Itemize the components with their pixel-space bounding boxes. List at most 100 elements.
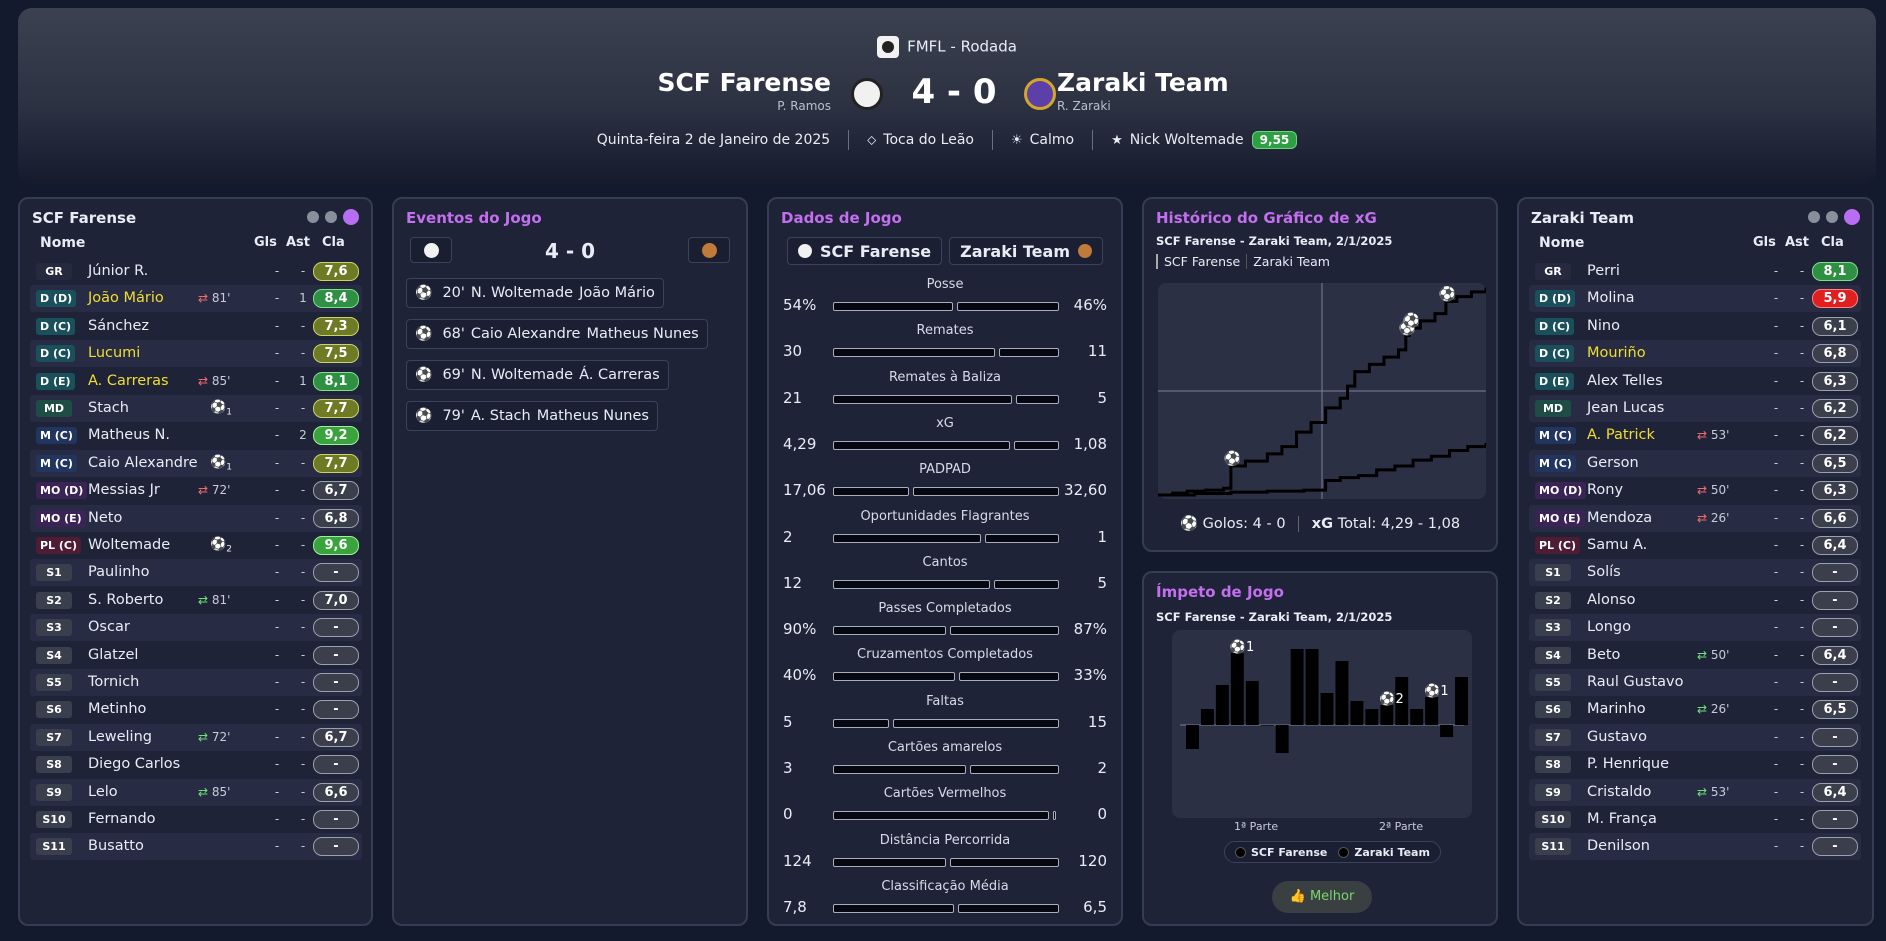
event-assist[interactable]: Á. Carreras <box>579 367 660 383</box>
player-row[interactable]: S10 M. França - - - <box>1529 806 1861 833</box>
view-toggle[interactable] <box>1808 209 1860 225</box>
view-dot-2[interactable] <box>1826 211 1838 223</box>
player-name[interactable]: Neto <box>88 509 123 526</box>
player-row[interactable]: S8 Diego Carlos - - - <box>30 751 362 778</box>
player-row[interactable]: M (C) Caio Alexandre ⚽1- -7,7 <box>30 449 362 477</box>
player-name[interactable]: Fernando <box>88 811 156 827</box>
player-row[interactable]: D (E) A. Carreras ⇄ 85' - 1 8,1 <box>30 368 362 395</box>
player-row[interactable]: D (D) Molina - -5,9 <box>1529 285 1861 313</box>
player-name[interactable]: Tornich <box>88 674 140 690</box>
player-row[interactable]: MD Stach ⚽1- -7,7 <box>30 395 362 422</box>
player-row[interactable]: D (C) Lucumi - -7,5 <box>30 340 362 368</box>
away-team-block[interactable]: Zaraki Team R. Zaraki <box>1057 68 1229 113</box>
player-row[interactable]: D (D) João Mário ⇄ 81' - 1 8,4 <box>30 285 362 313</box>
player-row[interactable]: S11 Busatto - - - <box>30 833 362 861</box>
player-row[interactable]: M (C) A. Patrick ⇄ 53' - -6,2 <box>1529 422 1861 449</box>
player-row[interactable]: S11 Denilson - - - <box>1529 833 1861 861</box>
player-row[interactable]: S3 Longo - - - <box>1529 614 1861 642</box>
player-name[interactable]: Diego Carlos <box>88 756 181 773</box>
player-name[interactable]: Gerson <box>1587 454 1639 471</box>
player-row[interactable]: S9 Lelo ⇄ 85' - -6,6 <box>30 778 362 806</box>
player-row[interactable]: S6 Metinho - - - <box>30 696 362 723</box>
xg-tabs[interactable]: SCF Farense Zaraki Team <box>1156 254 1330 269</box>
player-name[interactable]: Solís <box>1587 564 1621 581</box>
player-name[interactable]: Leweling <box>88 728 152 745</box>
stats-home-tab[interactable]: SCF Farense <box>787 237 943 265</box>
view-dot-1[interactable] <box>307 211 319 223</box>
player-name[interactable]: Alex Telles <box>1587 372 1663 389</box>
col-name-header[interactable]: Nome <box>40 235 86 251</box>
player-name[interactable]: A. Carreras <box>88 372 169 389</box>
player-row[interactable]: S7 Gustavo - - - <box>1529 723 1861 751</box>
player-name[interactable]: Longo <box>1587 619 1631 636</box>
player-name[interactable]: Lucumi <box>88 345 141 362</box>
player-name[interactable]: João Mário <box>88 290 164 307</box>
player-name[interactable]: Molina <box>1587 290 1635 307</box>
player-row[interactable]: PL (C) Samu A. - -6,4 <box>1529 532 1861 559</box>
view-toggle[interactable] <box>307 209 359 225</box>
player-name[interactable]: P. Henrique <box>1587 756 1670 773</box>
player-row[interactable]: D (E) Alex Telles - -6,3 <box>1529 368 1861 395</box>
player-row[interactable]: MO (E) Neto - -6,8 <box>30 504 362 532</box>
player-name[interactable]: Woltemade <box>88 537 171 553</box>
player-name[interactable]: Stach <box>88 400 129 416</box>
player-name[interactable]: A. Patrick <box>1587 427 1655 444</box>
home-team-block[interactable]: SCF Farense P. Ramos <box>657 68 831 113</box>
away-team-chip[interactable] <box>688 237 730 263</box>
player-name[interactable]: Messias Jr <box>88 482 160 499</box>
goal-event[interactable]: ⚽ 79' A. Stach Matheus Nunes <box>406 401 658 431</box>
player-row[interactable]: D (C) Nino - -6,1 <box>1529 313 1861 340</box>
player-row[interactable]: S3 Oscar - - - <box>30 614 362 642</box>
player-name[interactable]: Cristaldo <box>1587 783 1652 800</box>
col-gls-header[interactable]: Gls <box>1753 235 1776 250</box>
player-row[interactable]: S9 Cristaldo ⇄ 53' - -6,4 <box>1529 778 1861 806</box>
event-assist[interactable]: João Mário <box>579 285 655 301</box>
player-row[interactable]: S8 P. Henrique - - - <box>1529 751 1861 778</box>
player-name[interactable]: Marinho <box>1587 701 1646 718</box>
player-name[interactable]: M. França <box>1587 811 1657 827</box>
player-row[interactable]: MO (E) Mendoza ⇄ 26' - -6,6 <box>1529 504 1861 532</box>
player-name[interactable]: Mouriño <box>1587 345 1646 362</box>
player-name[interactable]: Busatto <box>88 838 144 855</box>
momentum-legend[interactable]: SCF Farense Zaraki Team <box>1224 841 1441 863</box>
player-row[interactable]: S7 Leweling ⇄ 72' - -6,7 <box>30 723 362 751</box>
xg-tab-away[interactable]: Zaraki Team <box>1246 254 1330 269</box>
player-row[interactable]: S4 Glatzel - - - <box>30 642 362 669</box>
col-ast-header[interactable]: Ast <box>286 235 311 250</box>
goal-event[interactable]: ⚽ 69' N. Woltemade Á. Carreras <box>406 360 669 390</box>
player-row[interactable]: D (C) Mouriño - -6,8 <box>1529 340 1861 368</box>
player-name[interactable]: Raul Gustavo <box>1587 674 1684 690</box>
player-row[interactable]: M (C) Gerson - -6,5 <box>1529 449 1861 477</box>
player-row[interactable]: S6 Marinho ⇄ 26' - -6,5 <box>1529 696 1861 723</box>
motm-name[interactable]: Nick Woltemade <box>1129 132 1244 148</box>
player-name[interactable]: Sánchez <box>88 317 149 334</box>
player-name[interactable]: Lelo <box>88 783 118 800</box>
player-name[interactable]: Samu A. <box>1587 537 1648 553</box>
player-name[interactable]: Jean Lucas <box>1587 400 1665 416</box>
player-name[interactable]: Rony <box>1587 482 1624 499</box>
col-name-header[interactable]: Nome <box>1539 235 1585 251</box>
event-scorer[interactable]: A. Stach <box>470 408 531 424</box>
best-button[interactable]: 👍 Melhor <box>1272 881 1372 913</box>
player-row[interactable]: GR Perri - -8,1 <box>1529 258 1861 285</box>
player-name[interactable]: Metinho <box>88 701 147 718</box>
player-row[interactable]: D (C) Sánchez - -7,3 <box>30 313 362 340</box>
home-team-name[interactable]: SCF Farense <box>657 68 831 97</box>
home-team-chip[interactable] <box>410 237 452 263</box>
player-name[interactable]: Gustavo <box>1587 728 1648 745</box>
event-scorer[interactable]: Caio Alexandre <box>470 326 581 342</box>
view-dot-3[interactable] <box>1844 209 1860 225</box>
player-name[interactable]: Caio Alexandre <box>88 454 198 471</box>
goal-event[interactable]: ⚽ 68' Caio Alexandre Matheus Nunes <box>406 319 708 349</box>
legend-away-label[interactable]: Zaraki Team <box>1354 845 1430 859</box>
player-row[interactable]: S2 S. Roberto ⇄ 81' - -7,0 <box>30 587 362 614</box>
player-row[interactable]: S2 Alonso - - - <box>1529 587 1861 614</box>
col-cla-header[interactable]: Cla <box>1821 235 1844 250</box>
player-row[interactable]: S4 Beto ⇄ 50' - -6,4 <box>1529 642 1861 669</box>
player-name[interactable]: Perri <box>1587 263 1620 279</box>
player-name[interactable]: Nino <box>1587 317 1620 334</box>
player-name[interactable]: Alonso <box>1587 591 1636 608</box>
goal-event[interactable]: ⚽ 20' N. Woltemade João Mário <box>406 278 664 308</box>
player-row[interactable]: S1 Paulinho - - - <box>30 559 362 587</box>
player-row[interactable]: S10 Fernando - - - <box>30 806 362 833</box>
